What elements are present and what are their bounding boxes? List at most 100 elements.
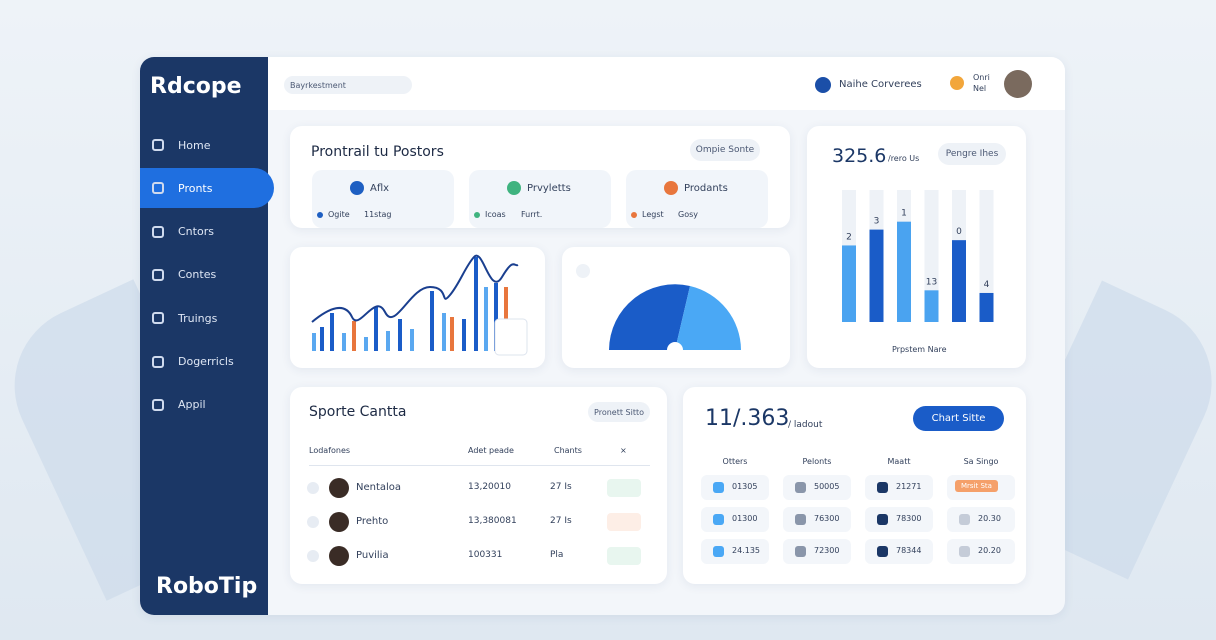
nav-item[interactable]: Cntors [178, 225, 214, 239]
sub-card-dot [474, 212, 480, 218]
table-button[interactable]: Pronett Sitto [588, 402, 650, 422]
user-role: Nel [973, 84, 987, 93]
row-name: Nentaloa [356, 482, 402, 493]
nav-icon [152, 225, 164, 238]
bar-label: 1 [901, 209, 907, 219]
row-index [307, 482, 319, 494]
nav-item[interactable]: Appil [178, 398, 206, 412]
nav-item[interactable]: Dogerricls [178, 355, 234, 368]
bar-track [979, 190, 994, 322]
bar-chart: 2 3 1 13 0 4 [842, 190, 994, 322]
avatar[interactable] [1004, 70, 1032, 98]
stat-text: 78300 [896, 514, 922, 523]
stat-text: 24.135 [732, 546, 760, 555]
stat-icon [877, 514, 888, 525]
brand: RoboTip [156, 574, 258, 599]
logo: Rdcope [150, 74, 242, 99]
stats-header: Pelonts [802, 457, 832, 466]
sub-card-title: Aflx [370, 183, 390, 194]
table-header: × [620, 446, 627, 455]
stat-cell [865, 475, 933, 500]
stat-icon [713, 514, 724, 525]
stat-icon [877, 546, 888, 557]
bar [952, 240, 966, 322]
nav-icon [152, 139, 164, 151]
user-name: Onri [973, 73, 990, 82]
sub-card-note: Legst [642, 210, 664, 219]
stat-cell [865, 507, 933, 532]
stats-header: Maatt [887, 457, 911, 466]
bar [979, 292, 994, 322]
nav-item[interactable]: Truings [178, 311, 218, 325]
trend-line [311, 254, 519, 323]
stat-text: 21271 [896, 482, 922, 491]
row-action[interactable] [607, 479, 641, 497]
stats-header: Sa Singo [963, 457, 999, 466]
stat-cell [865, 539, 933, 564]
nav-icon [152, 268, 164, 281]
bar [869, 229, 884, 322]
stat-text: 01305 [732, 482, 758, 491]
row-value: 13,380081 [468, 516, 517, 526]
stat-cell [783, 507, 851, 532]
stat-text: 50005 [814, 482, 840, 491]
nav-icon [152, 355, 164, 368]
search-box[interactable]: Bayrkestment [284, 76, 412, 94]
sub-card-title: Prvyletts [527, 183, 571, 194]
stat-text: 78344 [896, 546, 922, 555]
sub-card [626, 170, 768, 228]
sub-card-icon [350, 181, 364, 195]
stat-text: 01300 [732, 514, 758, 523]
row-name: Puvilia [356, 550, 389, 561]
overview-title: Prontrail tu Postors [311, 144, 444, 160]
sub-card [469, 170, 611, 228]
stat-icon [713, 482, 724, 493]
row-count: 27 Is [550, 482, 572, 492]
stat-cell [783, 539, 851, 564]
bar [897, 221, 911, 322]
mini-bars [312, 257, 508, 351]
tooltip [494, 318, 528, 356]
row-action[interactable] [607, 513, 641, 531]
nav-icon [152, 182, 164, 195]
notification-icon[interactable] [815, 77, 831, 93]
bar-label: 0 [956, 227, 962, 237]
notification-text: Naihe Corverees [839, 79, 922, 90]
sub-card-detail: Gosy [678, 210, 698, 219]
stat-text: 20.20 [978, 546, 1001, 555]
bar-label: 4 [984, 280, 990, 290]
sub-card-icon [507, 181, 521, 195]
line-chart [311, 254, 528, 356]
stat-cell [701, 475, 769, 500]
sub-card-detail: Furrt. [521, 210, 543, 219]
bar [842, 245, 856, 322]
overview-button[interactable]: Ompie Sonte [690, 139, 760, 161]
stat-icon [959, 546, 970, 557]
row-avatar [329, 546, 349, 566]
nav-icon [152, 312, 164, 325]
bar-panel-unit: /rero Us [888, 154, 920, 163]
sub-card-note: Icoas [485, 210, 506, 219]
bar-label: 2 [846, 232, 852, 242]
table-header: Chants [554, 446, 582, 455]
bar-panel-button[interactable]: Pengre Ihes [938, 143, 1006, 165]
bar-label: 13 [926, 277, 937, 287]
stats-value: 11/.363 [705, 406, 790, 431]
stats-button[interactable]: Chart Sitte [913, 406, 1004, 431]
row-value: 100331 [468, 550, 503, 560]
row-count: 27 Is [550, 516, 572, 526]
stats-unit: / ladout [788, 420, 823, 430]
nav-item[interactable]: Contes [178, 268, 217, 282]
row-action[interactable] [607, 547, 641, 565]
stat-cell [947, 507, 1015, 532]
row-value: 13,20010 [468, 482, 511, 492]
stat-icon [959, 514, 970, 525]
nav-icon [152, 398, 164, 411]
stat-icon [877, 482, 888, 493]
stat-icon [795, 546, 806, 557]
table-header: Adet peade [468, 446, 514, 455]
nav-item[interactable]: Home [178, 138, 211, 152]
stat-icon [713, 546, 724, 557]
row-index [307, 550, 319, 562]
bar-track [924, 190, 939, 322]
